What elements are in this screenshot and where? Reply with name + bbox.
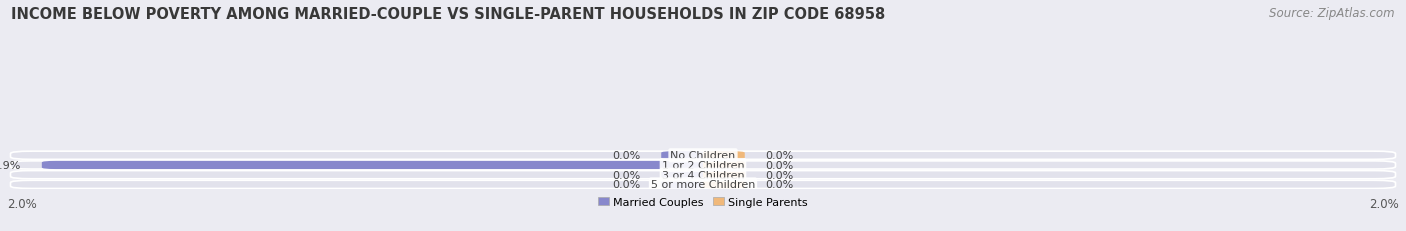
Text: 0.0%: 0.0% [612,180,640,190]
Text: 0.0%: 0.0% [766,170,794,180]
FancyBboxPatch shape [703,152,745,160]
Text: 0.0%: 0.0% [766,160,794,170]
Text: Source: ZipAtlas.com: Source: ZipAtlas.com [1270,7,1395,20]
FancyBboxPatch shape [661,171,703,179]
FancyBboxPatch shape [10,171,1396,179]
Legend: Married Couples, Single Parents: Married Couples, Single Parents [598,197,808,207]
Text: 2.0%: 2.0% [1369,197,1399,210]
Text: 0.0%: 0.0% [612,170,640,180]
FancyBboxPatch shape [10,152,1396,160]
Text: 0.0%: 0.0% [766,180,794,190]
FancyBboxPatch shape [703,171,745,179]
Text: 2.0%: 2.0% [7,197,37,210]
Text: 1 or 2 Children: 1 or 2 Children [662,160,744,170]
Text: 0.0%: 0.0% [766,151,794,161]
FancyBboxPatch shape [10,180,1396,189]
FancyBboxPatch shape [703,180,745,189]
Text: 1.9%: 1.9% [0,160,21,170]
FancyBboxPatch shape [661,180,703,189]
Text: 0.0%: 0.0% [612,151,640,161]
Text: INCOME BELOW POVERTY AMONG MARRIED-COUPLE VS SINGLE-PARENT HOUSEHOLDS IN ZIP COD: INCOME BELOW POVERTY AMONG MARRIED-COUPL… [11,7,886,22]
FancyBboxPatch shape [661,152,703,160]
Text: 5 or more Children: 5 or more Children [651,180,755,190]
FancyBboxPatch shape [42,161,703,169]
Text: No Children: No Children [671,151,735,161]
FancyBboxPatch shape [10,161,1396,169]
Text: 3 or 4 Children: 3 or 4 Children [662,170,744,180]
FancyBboxPatch shape [703,161,745,169]
